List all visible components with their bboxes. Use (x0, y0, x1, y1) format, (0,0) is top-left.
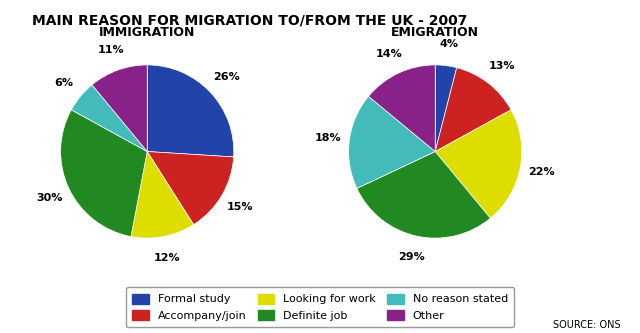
Text: 26%: 26% (212, 73, 239, 83)
Wedge shape (131, 152, 193, 238)
Wedge shape (349, 96, 435, 188)
Text: SOURCE: ONS: SOURCE: ONS (553, 320, 621, 330)
Wedge shape (71, 85, 147, 152)
Text: 14%: 14% (376, 49, 403, 59)
Title: IMMIGRATION: IMMIGRATION (99, 26, 195, 39)
Wedge shape (435, 65, 457, 152)
Text: 13%: 13% (488, 61, 515, 71)
Wedge shape (147, 152, 234, 225)
Wedge shape (147, 65, 234, 157)
Text: 29%: 29% (398, 252, 425, 262)
Wedge shape (92, 65, 147, 152)
Text: 15%: 15% (227, 201, 253, 211)
Text: 22%: 22% (528, 167, 555, 177)
Text: 18%: 18% (314, 133, 341, 143)
Text: 30%: 30% (36, 192, 63, 202)
Text: MAIN REASON FOR MIGRATION TO/FROM THE UK - 2007: MAIN REASON FOR MIGRATION TO/FROM THE UK… (32, 13, 467, 27)
Wedge shape (357, 152, 490, 238)
Wedge shape (369, 65, 435, 152)
Title: EMIGRATION: EMIGRATION (391, 26, 479, 39)
Legend: Formal study, Accompany/join, Looking for work, Definite job, No reason stated, : Formal study, Accompany/join, Looking fo… (125, 287, 515, 327)
Wedge shape (435, 68, 511, 152)
Wedge shape (435, 110, 522, 218)
Text: 6%: 6% (54, 78, 74, 88)
Text: 4%: 4% (439, 39, 458, 49)
Text: 12%: 12% (154, 253, 180, 263)
Wedge shape (61, 110, 147, 236)
Text: 11%: 11% (97, 45, 124, 55)
